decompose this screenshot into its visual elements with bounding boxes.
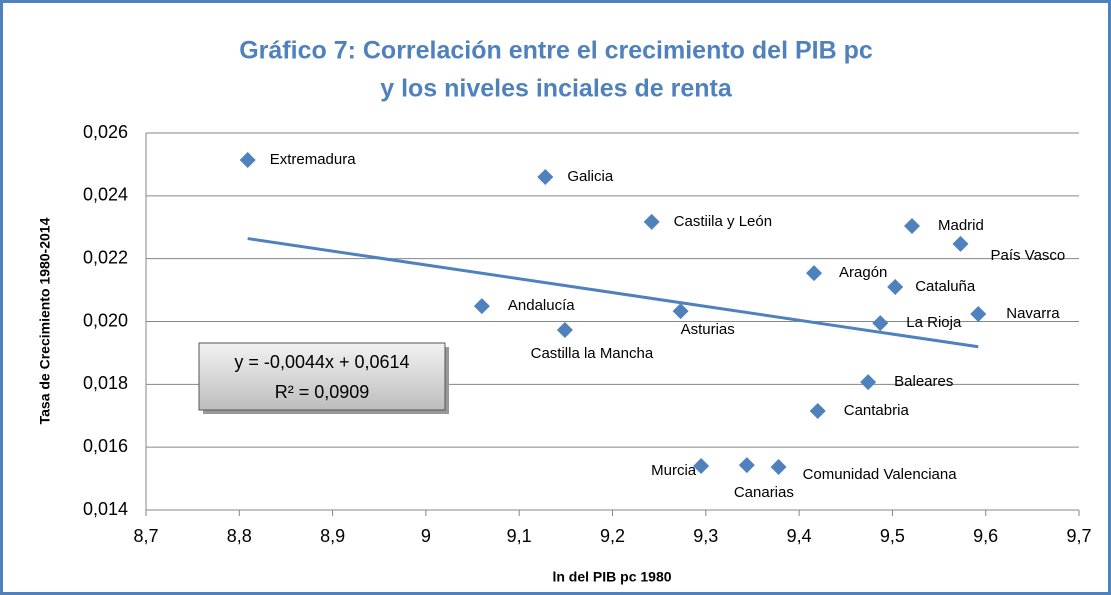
point-label: Extremadura <box>270 151 357 168</box>
data-point <box>672 303 689 320</box>
y-tick-label: 0,026 <box>83 122 128 142</box>
data-point <box>693 458 710 475</box>
y-tick-label: 0,024 <box>83 185 128 205</box>
data-point <box>872 315 889 332</box>
x-tick-label: 8,8 <box>227 526 252 546</box>
r-squared: R² = 0,0909 <box>275 382 370 402</box>
point-label: Baleares <box>894 373 953 390</box>
data-point <box>860 374 877 391</box>
point-label: Navarra <box>1006 305 1060 322</box>
point-label: Galicia <box>567 168 614 185</box>
point-label: Andalucía <box>508 297 575 314</box>
x-tick-label: 9,5 <box>880 526 905 546</box>
x-tick-label: 8,7 <box>133 526 158 546</box>
x-tick-label: 9,1 <box>507 526 532 546</box>
y-tick-label: 0,014 <box>83 499 128 519</box>
y-tick-label: 0,022 <box>83 247 128 267</box>
plot-area: 0,014 0,016 0,018 0,020 0,022 0,024 0,026 8,7 8,… <box>83 122 1092 546</box>
y-tick-label: 0,018 <box>83 373 128 393</box>
x-tick-label: 9,3 <box>693 526 718 546</box>
x-tick-label: 9,2 <box>600 526 625 546</box>
point-label: Castilla la Mancha <box>531 345 654 362</box>
point-label: Comunidad Valenciana <box>803 466 958 483</box>
data-point <box>473 298 490 315</box>
point-label: Castiila y León <box>674 213 772 230</box>
point-label: La Rioja <box>906 314 962 331</box>
chart-title: y los niveles inciales de renta <box>380 75 733 103</box>
x-tick-label: 8,9 <box>320 526 345 546</box>
data-point <box>970 305 987 322</box>
point-label: Canarias <box>734 484 794 501</box>
data-point <box>903 217 920 234</box>
x-tick-label: 9,6 <box>973 526 998 546</box>
data-point <box>809 403 826 420</box>
y-axis-title: Tasa de Crecimiento 1980-2014 <box>37 217 53 424</box>
point-label: Asturias <box>681 321 735 338</box>
equation-box <box>198 342 446 411</box>
y-tick-label: 0,020 <box>83 310 128 330</box>
data-point <box>556 321 573 338</box>
point-label: Madrid <box>938 217 984 234</box>
data-point <box>643 213 660 230</box>
data-point <box>239 152 256 169</box>
x-axis-title: ln del PIB pc 1980 <box>552 569 671 585</box>
point-label: Aragón <box>839 264 887 281</box>
point-label: Cataluña <box>915 278 976 295</box>
x-tick-label: 9,7 <box>1066 526 1091 546</box>
data-point <box>738 457 755 474</box>
point-label: País Vasco <box>991 247 1066 264</box>
x-tick-label: 9 <box>421 526 431 546</box>
trendline-equation: y = -0,0044x + 0,0614 <box>234 352 409 372</box>
data-point <box>952 235 969 252</box>
chart-title: Gráfico 7: Correlación entre el crecimie… <box>239 37 873 65</box>
data-point <box>770 458 787 475</box>
data-point <box>537 168 554 185</box>
y-tick-label: 0,016 <box>83 436 128 456</box>
data-point <box>806 265 823 282</box>
point-label: Cantabria <box>844 402 910 419</box>
point-label: Murcia <box>651 462 697 479</box>
data-point <box>887 278 904 295</box>
trendline <box>247 237 979 349</box>
x-tick-label: 9,4 <box>787 526 812 546</box>
